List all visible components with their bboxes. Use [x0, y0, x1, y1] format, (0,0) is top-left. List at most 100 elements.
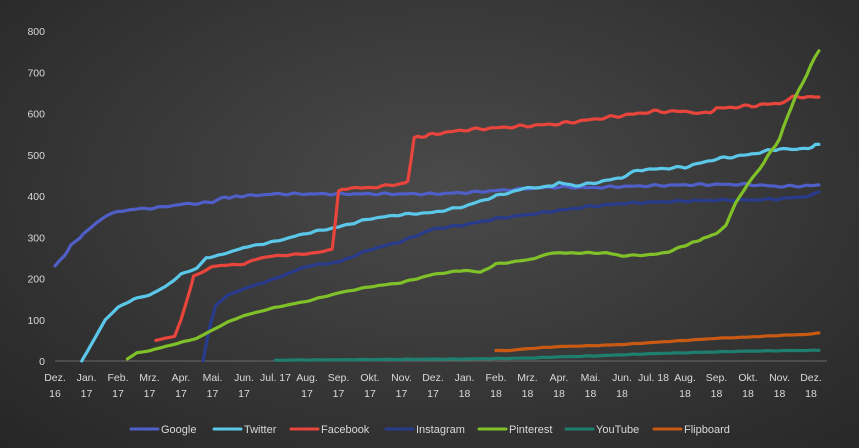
- x-tick-label: Dez. 18: [800, 372, 822, 400]
- legend-label: Twitter: [244, 424, 277, 436]
- x-tick-year: 17: [364, 388, 376, 400]
- legend-label: Facebook: [321, 424, 370, 436]
- y-tick-label: 400: [27, 191, 45, 203]
- x-tick-label: Jan. 18: [455, 372, 475, 400]
- y-tick-label: 600: [27, 109, 45, 121]
- series-line-google: [53, 181, 821, 268]
- x-tick-year: 17: [144, 388, 156, 400]
- x-tick-month: Jan.: [455, 372, 475, 384]
- x-tick-label: Dez. 16: [44, 372, 66, 400]
- x-axis-ticks: Dez. 16 Jan. 17 Feb. 17 Mrz. 17 Apr. 17 Mai. 17 Jun.…: [44, 372, 822, 400]
- x-tick-month: Dez.: [422, 372, 444, 384]
- x-tick-year: 18: [742, 388, 754, 400]
- x-tick-year: 18: [805, 388, 817, 400]
- x-tick-year: 18: [774, 388, 786, 400]
- x-tick-label: Jun. 18: [612, 372, 632, 400]
- legend-item-flipboard: Flipboard: [652, 424, 730, 436]
- x-tick-month: Mrz.: [517, 372, 537, 384]
- x-tick-month: Sep.: [706, 372, 728, 384]
- series-line-flipboard: [494, 331, 821, 353]
- legend-item-youtube: YouTube: [564, 424, 639, 436]
- legend-item-pinterest: Pinterest: [477, 424, 552, 436]
- legend-label: Pinterest: [509, 424, 552, 436]
- x-tick-label: Aug. 17: [296, 372, 318, 400]
- legend-label: Google: [161, 424, 196, 436]
- x-tick-year: 18: [711, 388, 723, 400]
- x-tick-year: 17: [207, 388, 219, 400]
- x-tick-label: Sep. 17: [328, 372, 350, 400]
- x-tick-label: Jul. 17: [260, 372, 291, 384]
- x-tick-label: Apr. 18: [550, 372, 569, 400]
- x-tick-month: Mrz.: [139, 372, 159, 384]
- x-tick-label: Nov. 18: [769, 372, 790, 400]
- y-tick-label: 300: [27, 232, 45, 244]
- x-tick-year: 18: [553, 388, 565, 400]
- x-tick-month: Mai.: [581, 372, 601, 384]
- y-tick-label: 800: [27, 26, 45, 38]
- x-tick-year: 18: [679, 388, 691, 400]
- x-tick-label: Sep. 18: [706, 372, 728, 400]
- x-tick-month: Sep.: [328, 372, 350, 384]
- x-tick-month: Apr.: [172, 372, 191, 384]
- x-tick-label: Nov. 17: [391, 372, 412, 400]
- series-line-pinterest: [125, 49, 821, 361]
- x-tick-year: 17: [301, 388, 313, 400]
- x-tick-label: Mai. 17: [203, 372, 223, 400]
- series-line-facebook: [154, 94, 821, 342]
- x-tick-label: Jun. 17: [234, 372, 254, 400]
- series-line-youtube: [273, 348, 821, 362]
- legend-item-instagram: Instagram: [384, 424, 465, 436]
- x-tick-month: Mai.: [203, 372, 223, 384]
- x-tick-month: Feb.: [485, 372, 506, 384]
- x-tick-label: Aug. 18: [674, 372, 696, 400]
- x-tick-month: Okt.: [738, 372, 757, 384]
- x-tick-label: Feb. 17: [107, 372, 128, 400]
- x-tick-label: Mai. 18: [581, 372, 601, 400]
- x-tick-month: Okt.: [360, 372, 379, 384]
- legend-label: Flipboard: [684, 424, 730, 436]
- y-tick-label: 200: [27, 274, 45, 286]
- y-tick-label: 500: [27, 150, 45, 162]
- x-tick-year: 16: [49, 388, 61, 400]
- legend-item-twitter: Twitter: [212, 424, 277, 436]
- x-tick-label: Mrz. 18: [517, 372, 537, 400]
- x-tick-year: 18: [616, 388, 628, 400]
- x-tick-label: Jan. 17: [77, 372, 97, 400]
- x-tick-label: Okt. 17: [360, 372, 379, 400]
- x-tick-month: Jan.: [77, 372, 97, 384]
- series-line-instagram: [201, 190, 821, 363]
- x-tick-label: Okt. 18: [738, 372, 757, 400]
- x-tick-year: 18: [459, 388, 471, 400]
- legend-item-facebook: Facebook: [289, 424, 370, 436]
- x-tick-month: Dez.: [44, 372, 66, 384]
- x-tick-month: Jul. 18: [638, 372, 669, 384]
- x-tick-month: Aug.: [296, 372, 318, 384]
- x-tick-year: 18: [522, 388, 534, 400]
- x-tick-year: 17: [396, 388, 408, 400]
- y-axis-ticks: 0 100 200 300 400 500 600 700 800: [27, 26, 45, 368]
- x-tick-month: Nov.: [391, 372, 412, 384]
- y-tick-label: 100: [27, 315, 45, 327]
- x-tick-year: 17: [175, 388, 187, 400]
- x-tick-year: 18: [585, 388, 597, 400]
- x-tick-month: Jul. 17: [260, 372, 291, 384]
- x-tick-label: Dez. 17: [422, 372, 444, 400]
- x-tick-month: Jun.: [612, 372, 632, 384]
- legend-label: YouTube: [596, 424, 639, 436]
- x-tick-month: Aug.: [674, 372, 696, 384]
- x-tick-month: Feb.: [107, 372, 128, 384]
- x-tick-month: Apr.: [550, 372, 569, 384]
- x-tick-month: Dez.: [800, 372, 822, 384]
- x-tick-year: 17: [333, 388, 345, 400]
- series-layer: [53, 49, 821, 363]
- legend-label: Instagram: [416, 424, 465, 436]
- x-tick-year: 18: [490, 388, 502, 400]
- x-tick-year: 17: [81, 388, 93, 400]
- x-tick-month: Jun.: [234, 372, 254, 384]
- x-tick-year: 17: [112, 388, 124, 400]
- x-tick-label: Jul. 18: [638, 372, 669, 384]
- x-tick-label: Apr. 17: [172, 372, 191, 400]
- y-tick-label: 700: [27, 67, 45, 79]
- x-tick-label: Mrz. 17: [139, 372, 159, 400]
